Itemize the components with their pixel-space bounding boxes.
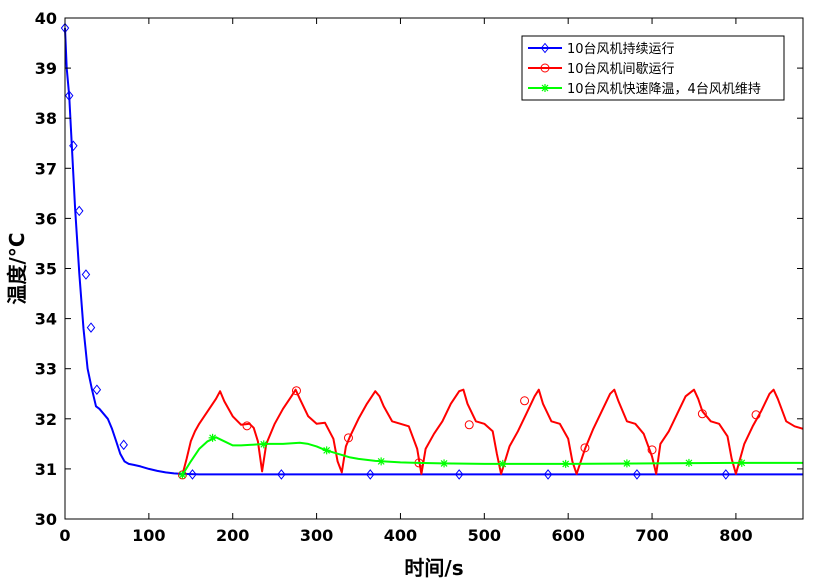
series-2-point [751, 410, 761, 420]
series-2-point [343, 433, 353, 443]
series-2-point [647, 445, 657, 455]
series-line-3 [181, 436, 803, 476]
series-3-point [322, 446, 331, 455]
series-3-point [737, 458, 746, 467]
series-1-point [721, 469, 731, 480]
legend-item: 10台风机快速降温，4台风机维持 [528, 82, 761, 97]
y-tick-label: 31 [35, 460, 57, 479]
series-2-point [242, 421, 252, 431]
series-1-point [454, 469, 464, 480]
legend-label: 10台风机快速降温，4台风机维持 [567, 82, 761, 97]
series-1-point [69, 140, 78, 152]
x-tick-label: 600 [551, 526, 584, 545]
series-3-point [684, 458, 693, 467]
series-1-point [81, 269, 91, 280]
series-1-point [86, 322, 96, 333]
legend-marker [541, 84, 549, 92]
series-2 [177, 386, 804, 480]
y-tick-label: 39 [35, 59, 57, 78]
series-3-point [377, 457, 386, 466]
series-1-point [64, 90, 74, 101]
legend-marker [540, 42, 550, 54]
y-tick-label: 32 [35, 410, 57, 429]
y-axis-title: 温度/°C [5, 233, 29, 305]
legend-label: 10台风机持续运行 [567, 42, 675, 57]
series-3-point [440, 459, 449, 468]
series-1-point [632, 469, 642, 480]
y-tick-label: 34 [35, 310, 57, 329]
y-tick-label: 33 [35, 360, 57, 379]
series-3-point [178, 470, 187, 479]
x-tick-label: 800 [719, 526, 752, 545]
series-1-point [119, 439, 128, 451]
legend-item: 10台风机间歇运行 [528, 62, 675, 77]
series-3-point [561, 459, 570, 468]
series-line-1 [64, 27, 803, 476]
series-2-point [464, 420, 474, 430]
series-1-point [75, 205, 84, 217]
y-tick-label: 35 [35, 260, 57, 279]
x-tick-label: 500 [468, 526, 501, 545]
y-tick-label: 37 [35, 159, 57, 178]
series-3-point [622, 459, 631, 468]
y-tick-label: 38 [35, 109, 57, 128]
series-1-point [188, 469, 197, 480]
series-1 [60, 22, 803, 480]
x-tick-label: 700 [635, 526, 668, 545]
x-axis-title: 时间/s [404, 556, 463, 580]
x-tick-label: 300 [300, 526, 333, 545]
series-line-2 [181, 388, 804, 476]
series-2-point [580, 443, 590, 453]
y-tick-label: 30 [35, 510, 57, 529]
legend-label: 10台风机间歇运行 [567, 62, 675, 77]
series-1-point [277, 469, 286, 480]
series-1-point [543, 469, 553, 480]
legend-marker [540, 63, 550, 73]
x-tick-label: 0 [59, 526, 70, 545]
y-tick-label: 36 [35, 209, 57, 228]
x-axis-ticks: 0 100 200 300 400 500 600 700 800 [59, 18, 753, 545]
series-1-point [366, 469, 375, 480]
series-2-point [697, 409, 707, 419]
series-3 [178, 433, 803, 479]
y-tick-label: 40 [35, 9, 57, 28]
x-tick-label: 100 [132, 526, 165, 545]
series-layer [60, 22, 804, 480]
y-axis-ticks: 30 31 32 33 34 35 36 37 38 39 40 [35, 9, 803, 529]
x-tick-label: 400 [384, 526, 417, 545]
series-3-point [208, 433, 217, 442]
legend: 10台风机持续运行 10台风机间歇运行 10台风机快速降温，4台风机维持 [521, 35, 785, 101]
series-3-point [498, 459, 507, 468]
series-2-point [291, 386, 301, 396]
series-2-point [520, 396, 530, 406]
series-1-point [92, 384, 102, 396]
legend-box [521, 35, 785, 101]
legend-item: 10台风机持续运行 [528, 42, 675, 57]
series-3-point [259, 440, 268, 449]
x-tick-label: 200 [216, 526, 249, 545]
